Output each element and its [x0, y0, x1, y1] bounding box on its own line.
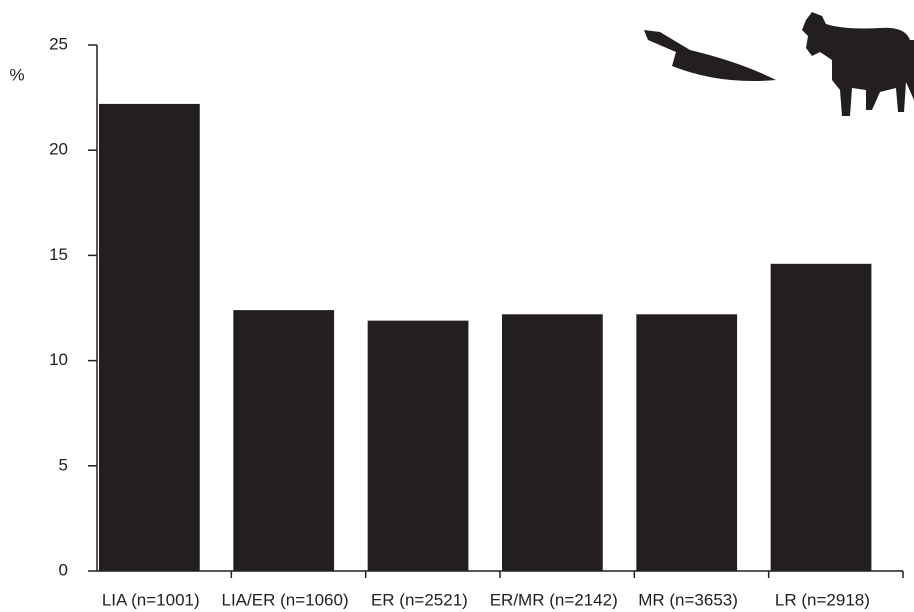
bar [99, 103, 200, 572]
x-tick-label: LIA (n=1001) [102, 590, 200, 609]
y-tick-label: 25 [49, 34, 68, 53]
cow-icon [802, 12, 914, 116]
bar [502, 314, 603, 571]
bar [636, 314, 738, 571]
x-tick-label: ER (n=2521) [371, 590, 468, 609]
x-tick-label: LR (n=2918) [775, 590, 870, 609]
y-tick-label: 5 [59, 455, 68, 474]
cow [802, 12, 914, 116]
y-tick-label: 20 [49, 140, 68, 159]
x-tick-label: MR (n=3653) [638, 590, 738, 609]
y-tick-label: 0 [59, 560, 68, 579]
bar [367, 320, 469, 571]
knife [644, 30, 776, 82]
x-tick-label: ER/MR (n=2142) [490, 590, 618, 609]
knife-icon [644, 30, 776, 82]
bar [233, 310, 335, 571]
y-tick-label: 10 [49, 350, 68, 369]
y-tick-label: 15 [49, 245, 68, 264]
y-axis-label: % [9, 65, 24, 84]
x-tick-label: LIA/ER (n=1060) [222, 590, 349, 609]
bar [770, 263, 872, 571]
